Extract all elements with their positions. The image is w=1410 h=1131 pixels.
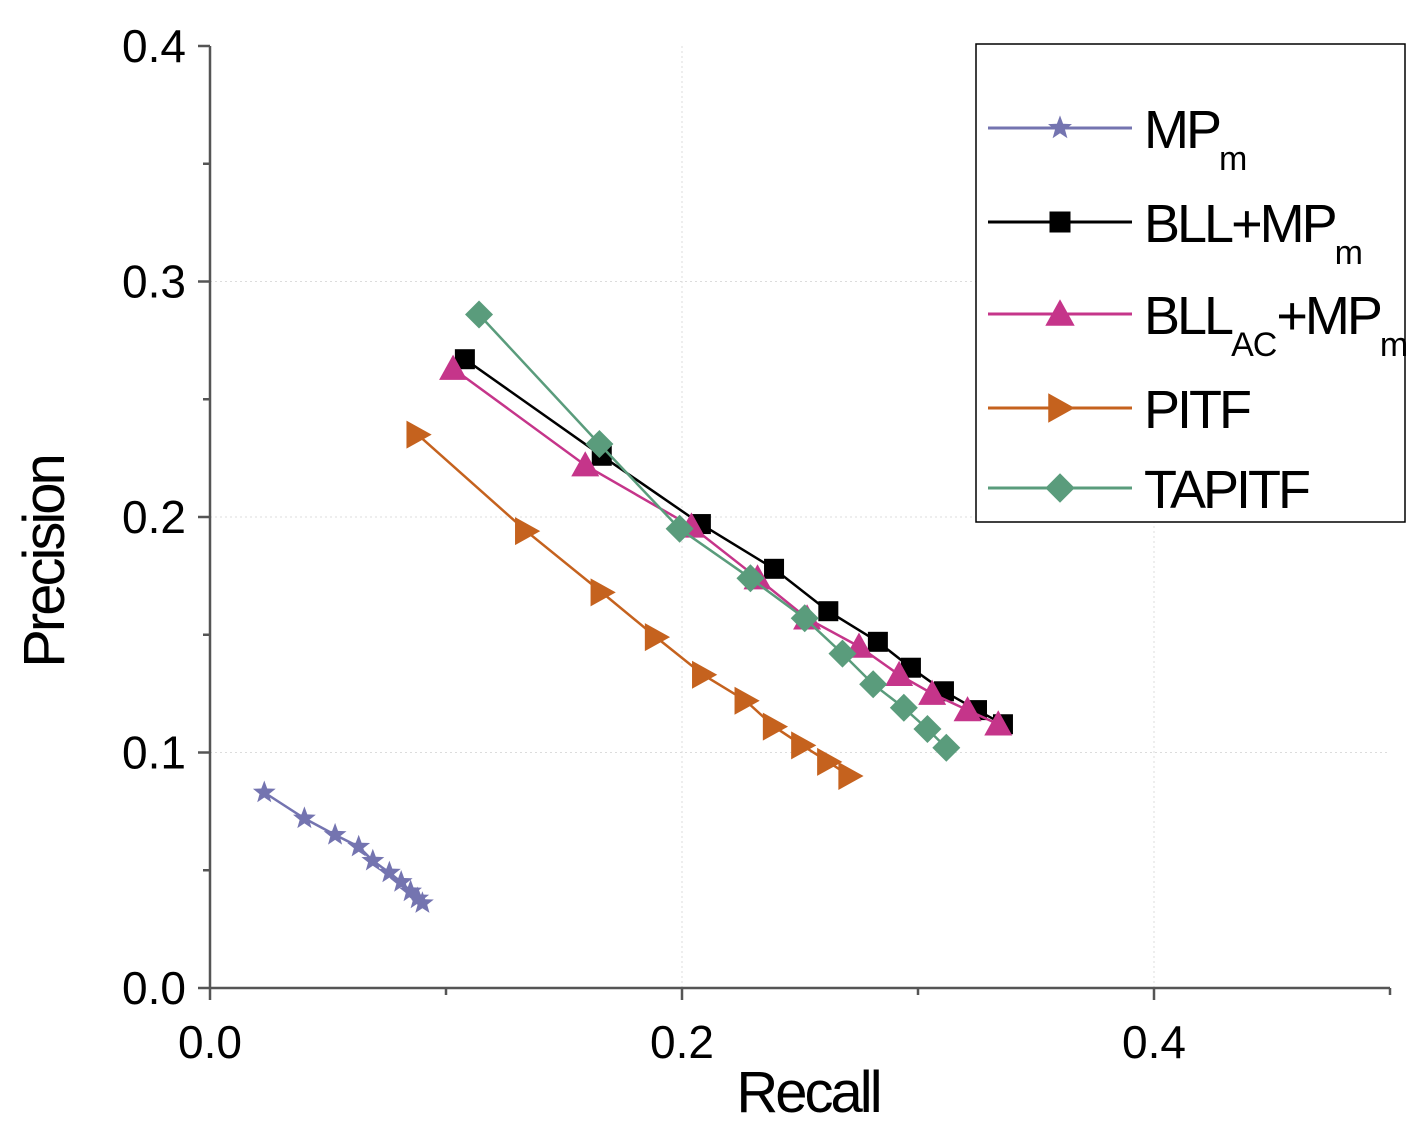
- y-tick-label: 0.3: [122, 256, 186, 308]
- legend-marker: [1045, 299, 1075, 326]
- data-point: [377, 860, 401, 883]
- legend-label: BLL+MPm: [1144, 194, 1362, 272]
- y-tick-label: 0.1: [122, 727, 186, 779]
- y-tick-label: 0.4: [122, 20, 186, 72]
- legend-entry-0: MPm: [988, 100, 1247, 178]
- data-point: [838, 762, 864, 791]
- legend-marker: [1049, 211, 1071, 233]
- data-point: [692, 660, 718, 689]
- data-point: [889, 693, 918, 722]
- legend-entry-3: PITF: [988, 380, 1253, 440]
- series-line: [416, 433, 851, 778]
- data-point: [406, 886, 430, 909]
- data-point: [293, 806, 316, 829]
- data-point: [736, 564, 765, 593]
- data-point: [347, 834, 371, 857]
- data-point: [953, 696, 982, 722]
- data-point: [859, 670, 888, 699]
- data-point: [389, 870, 413, 892]
- legend-box: [975, 43, 1406, 523]
- data-point: [918, 679, 947, 705]
- data-point: [399, 879, 422, 902]
- x-tick-label: 0.0: [178, 1016, 242, 1068]
- data-point: [465, 300, 494, 329]
- series-line: [478, 313, 948, 749]
- data-point: [828, 639, 857, 668]
- legend-label: TAPITF: [1144, 460, 1309, 520]
- data-point: [406, 420, 432, 449]
- series-line: [464, 358, 1004, 726]
- data-point: [764, 558, 785, 579]
- series-2: [439, 354, 1013, 736]
- data-point: [913, 714, 942, 743]
- tick-labels: 0.0 0.1 0.2 0.3 0.4 0.0 0.2 0.4: [122, 20, 1186, 1068]
- series-0: [252, 780, 434, 913]
- y-axis-title: Precision: [12, 456, 77, 668]
- data-point: [585, 429, 614, 458]
- data-point: [454, 349, 475, 370]
- legend-label: MPm: [1144, 100, 1246, 178]
- series-4: [465, 300, 961, 762]
- legend-marker: [1048, 393, 1075, 423]
- data-point: [515, 517, 541, 546]
- legend-label: PITF: [1144, 380, 1250, 440]
- data-series: [252, 300, 1013, 913]
- data-point: [439, 354, 468, 380]
- data-point: [932, 733, 961, 762]
- axes: [198, 44, 1392, 1000]
- x-tick-label: 0.2: [650, 1016, 714, 1068]
- legend-marker: [1048, 115, 1072, 139]
- y-tick-label: 0.0: [122, 962, 186, 1014]
- series-line: [452, 367, 999, 726]
- x-axis-title: Recall: [736, 1060, 879, 1125]
- legend-entry-4: TAPITF: [988, 460, 1312, 520]
- legend-label: BLLAC+MPm: [1144, 286, 1407, 364]
- data-point: [411, 891, 434, 913]
- data-point: [762, 712, 789, 741]
- data-point: [323, 822, 347, 845]
- data-point: [361, 848, 385, 871]
- data-point: [790, 604, 819, 633]
- x-tick-label: 0.4: [1122, 1016, 1186, 1068]
- data-point: [817, 747, 843, 776]
- data-point: [644, 623, 671, 652]
- data-point: [590, 578, 616, 607]
- data-point: [984, 710, 1013, 736]
- data-point: [900, 657, 921, 678]
- data-point: [791, 731, 817, 760]
- data-point: [818, 601, 839, 622]
- data-point: [252, 780, 276, 803]
- legend: MPm BLL+MPm BLLAC+MPm PITF TAPITF: [975, 43, 1408, 523]
- data-point: [867, 631, 888, 652]
- legend-entry-1: BLL+MPm: [988, 194, 1363, 272]
- legend-entry-2: BLLAC+MPm: [988, 286, 1408, 364]
- data-point: [734, 686, 760, 715]
- data-point: [665, 514, 694, 543]
- legend-marker: [1045, 473, 1075, 503]
- data-point: [885, 660, 914, 686]
- data-point: [571, 451, 600, 477]
- y-tick-label: 0.2: [122, 491, 186, 543]
- series-3: [406, 420, 864, 791]
